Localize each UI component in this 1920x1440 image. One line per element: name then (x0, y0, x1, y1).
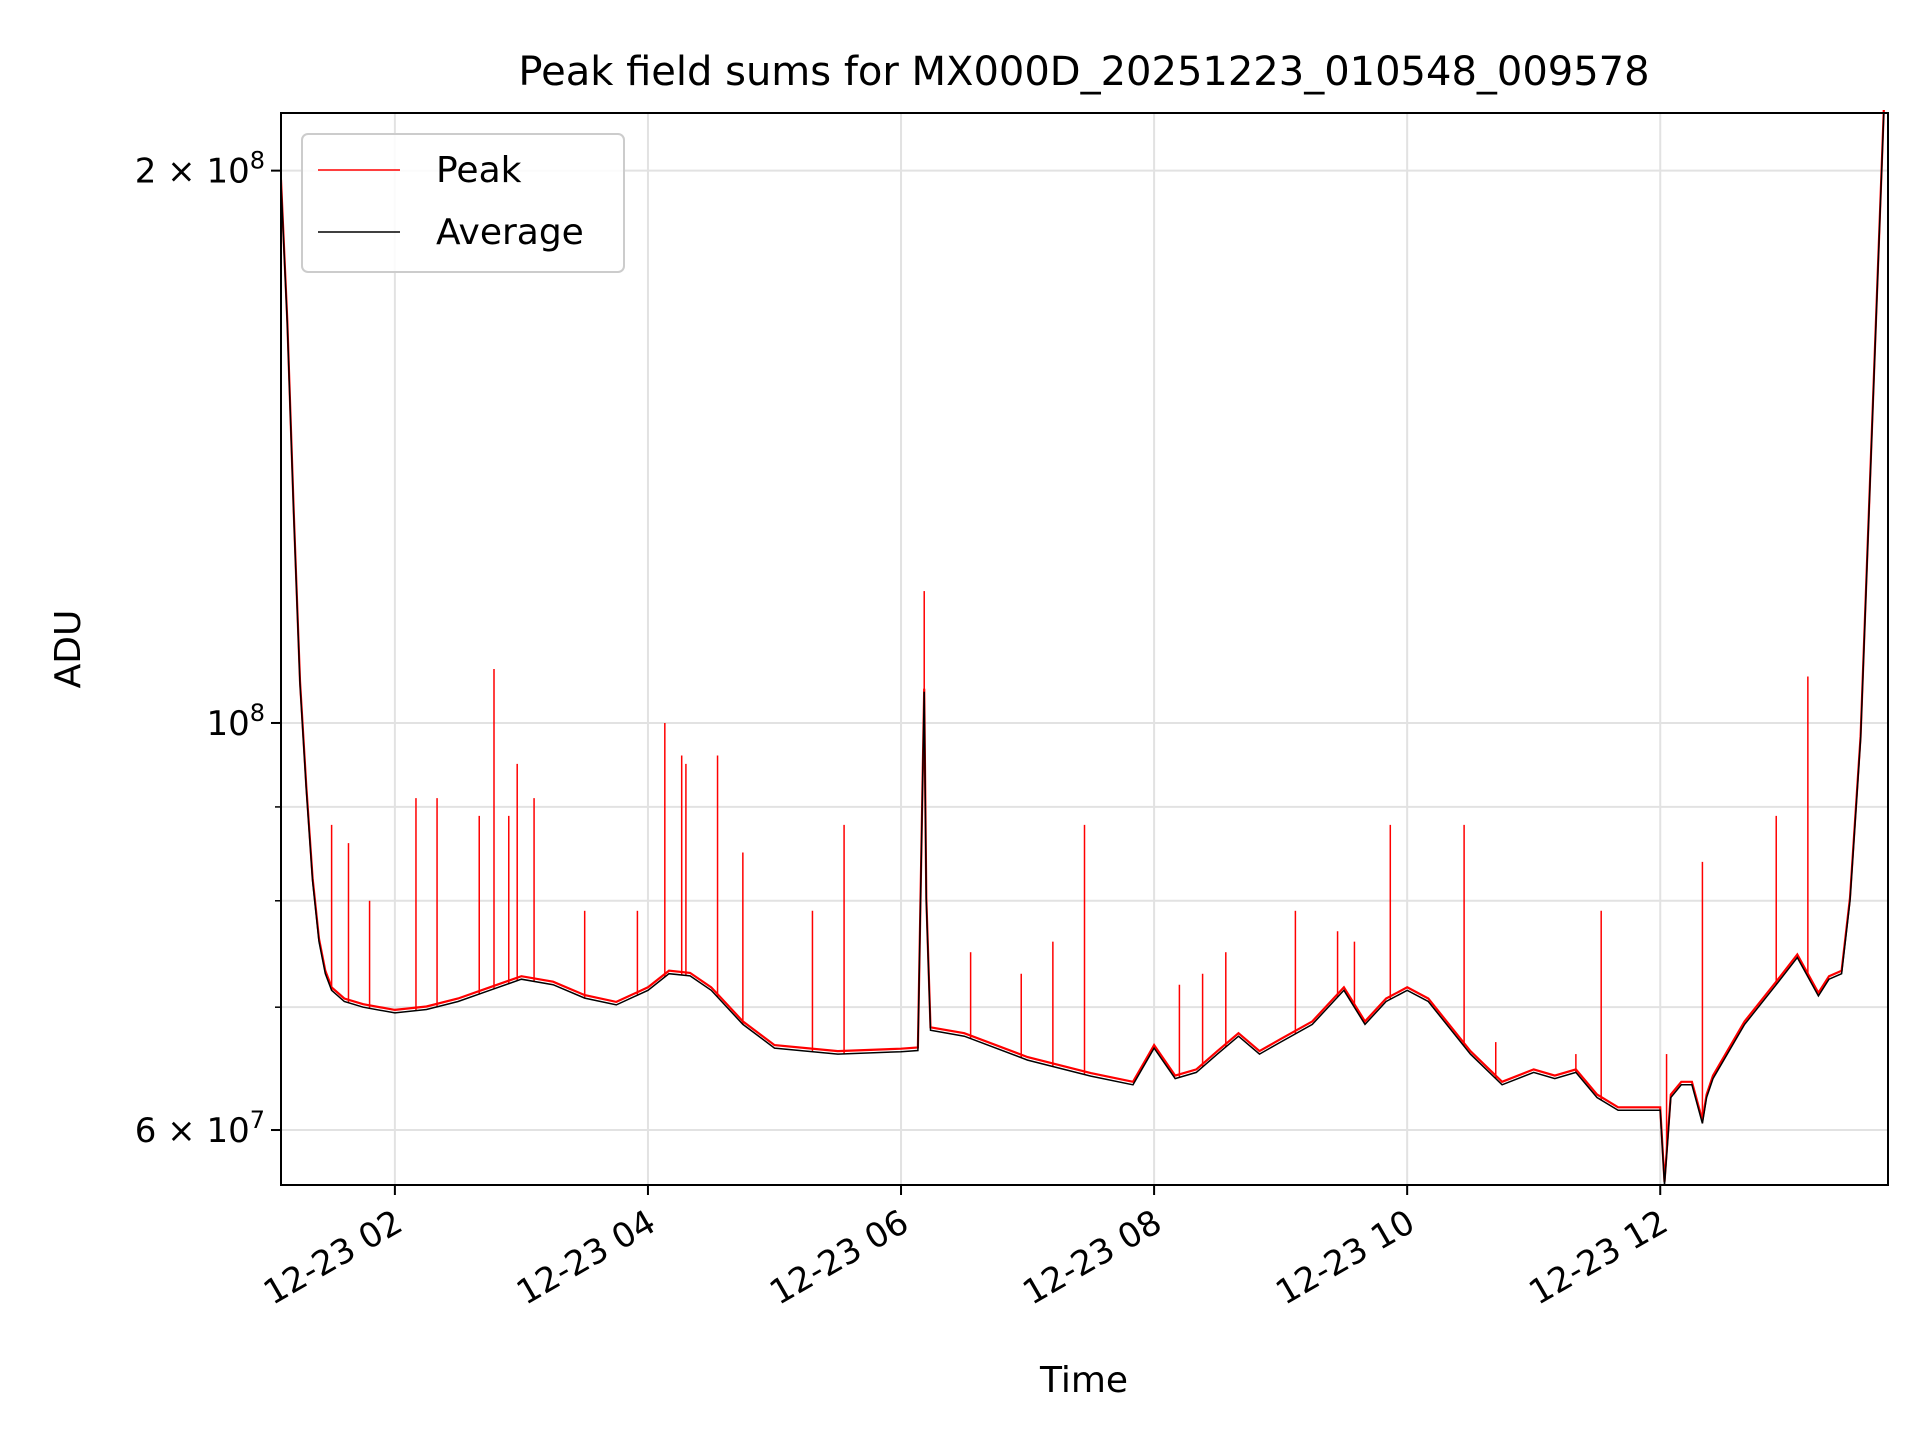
y-tick-exponent: 8 (250, 699, 265, 727)
series-group (281, 110, 1885, 1185)
series-line-average (281, 113, 1885, 1185)
chart-title: Peak field sums for MX000D_20251223_0105… (518, 49, 1649, 95)
y-tick-exponent: 8 (250, 147, 265, 175)
legend-label-average: Average (436, 212, 584, 253)
y-tick-label: 2 × 108 (135, 147, 265, 192)
legend: Peak Average (301, 133, 625, 273)
grid (281, 113, 1888, 1185)
x-axis-label: Time (1039, 1360, 1128, 1401)
y-tick-base: 10 (206, 704, 249, 744)
y-axis-label: ADU (48, 610, 89, 689)
legend-box (301, 133, 625, 273)
y-tick-exponent: 7 (250, 1106, 265, 1134)
plot-frame (280, 112, 1889, 1186)
y-tick-base: 2 × 10 (135, 152, 250, 192)
y-tick-base: 6 × 10 (135, 1111, 250, 1151)
legend-label-peak: Peak (436, 150, 522, 191)
y-tick-label: 108 (206, 699, 265, 744)
y-tick-label: 6 × 107 (135, 1106, 265, 1151)
